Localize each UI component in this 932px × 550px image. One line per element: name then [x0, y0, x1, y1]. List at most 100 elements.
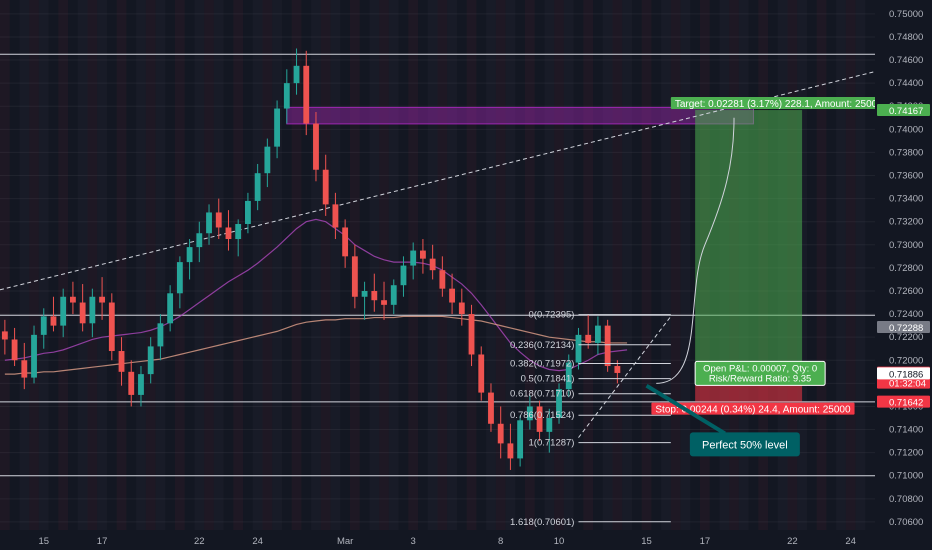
stripe: [389, 0, 399, 530]
stripe: [117, 0, 127, 530]
time-tick-label: 22: [194, 536, 205, 547]
target-label: Target: 0.02281 (3.17%) 228.1, Amount: 2…: [675, 99, 883, 110]
stripe: [564, 0, 574, 530]
candle-body: [255, 173, 261, 201]
stripe: [165, 0, 175, 530]
time-tick-label: 22: [787, 536, 798, 547]
stripe: [58, 0, 68, 530]
candle-body: [177, 262, 183, 293]
stripe: [681, 0, 691, 530]
price-tick-label: 0.74600: [889, 55, 923, 66]
price-tick-label: 0.73600: [889, 171, 923, 182]
price-label: 0.71642: [889, 398, 923, 409]
fib-level-label: 0.382(0.71972): [510, 358, 574, 369]
candle-body: [303, 66, 309, 124]
fib-level-label: 0(0.72395): [529, 310, 575, 321]
price-tick-label: 0.72800: [889, 263, 923, 274]
candle-body: [70, 297, 76, 303]
stripe: [224, 0, 234, 530]
price-tick-label: 0.72400: [889, 309, 923, 320]
candle-body: [216, 212, 222, 227]
candle-body: [89, 297, 95, 324]
stripe: [865, 0, 875, 530]
stripe: [272, 0, 282, 530]
stripe: [49, 0, 59, 530]
candle-body: [187, 247, 193, 262]
stripe: [194, 0, 204, 530]
price-tick-label: 0.72600: [889, 286, 923, 297]
stripe: [0, 0, 10, 530]
stripe: [214, 0, 224, 530]
fib-level-label: 1.618(0.70601): [510, 517, 574, 528]
stripe: [817, 0, 827, 530]
candle-body: [517, 420, 523, 458]
time-tick-label: 15: [38, 536, 49, 547]
candle-body: [362, 291, 368, 297]
candle-body: [449, 289, 455, 303]
time-tick-label: 17: [97, 536, 108, 547]
candle-body: [410, 251, 416, 266]
price-axis[interactable]: 0.750000.748000.746000.744000.742000.740…: [875, 0, 932, 550]
candle-body: [469, 314, 475, 354]
time-axis[interactable]: 15 17 22 24 Mar 3 8 10 15 17 22 24: [0, 530, 932, 550]
stripe: [263, 0, 273, 530]
stripe: [204, 0, 214, 530]
stripe: [807, 0, 817, 530]
candle-body: [41, 316, 47, 334]
price-tick-label: 0.73800: [889, 147, 923, 158]
candle-body: [138, 374, 144, 395]
price-label: 0.71886: [889, 369, 923, 380]
candle-body: [274, 109, 280, 147]
price-tick-label: 0.72000: [889, 355, 923, 366]
stripe: [642, 0, 652, 530]
time-tick-label: 10: [554, 536, 565, 547]
time-tick-label: 24: [252, 536, 263, 547]
candle-body: [595, 326, 601, 343]
candle-body: [99, 297, 105, 303]
stripe: [78, 0, 88, 530]
stripe: [525, 0, 535, 530]
candle-body: [391, 285, 397, 305]
candle-body: [158, 323, 164, 346]
stripe: [331, 0, 341, 530]
fib-level-label: 0.618(0.71710): [510, 389, 574, 400]
candle-body: [371, 291, 377, 300]
stripe: [613, 0, 623, 530]
stripe: [603, 0, 613, 530]
candle-body: [508, 443, 514, 458]
stripe: [622, 0, 632, 530]
candle-body: [342, 227, 348, 256]
candle-body: [226, 227, 232, 239]
target-zone: [695, 110, 802, 373]
candle-body: [31, 335, 37, 378]
stripe: [136, 0, 146, 530]
price-label: 0.72288: [889, 323, 923, 334]
stripe: [321, 0, 331, 530]
stripe: [486, 0, 496, 530]
stripe: [88, 0, 98, 530]
stripe: [846, 0, 856, 530]
rr-label: Risk/Reward Ratio: 9.35: [709, 373, 811, 384]
candle-body: [381, 300, 387, 305]
candle-body: [245, 201, 251, 224]
time-tick-label: 24: [845, 536, 856, 547]
long-position-tool[interactable]: [695, 110, 802, 402]
price-tick-label: 0.74000: [889, 124, 923, 135]
stripe: [10, 0, 20, 530]
fib-level-label: 0.786(0.71524): [510, 410, 574, 421]
candle-body: [420, 251, 426, 259]
stripe: [661, 0, 671, 530]
time-tick-label: 17: [700, 536, 711, 547]
candle-body: [128, 372, 134, 395]
time-tick-label: Mar: [337, 536, 353, 547]
stripe: [146, 0, 156, 530]
candle-body: [430, 259, 436, 271]
stripe: [583, 0, 593, 530]
candle-body: [488, 393, 494, 424]
stripe: [233, 0, 243, 530]
stripe: [535, 0, 545, 530]
stripe: [632, 0, 642, 530]
price-label: 0.74167: [889, 106, 923, 117]
candle-body: [576, 335, 582, 363]
